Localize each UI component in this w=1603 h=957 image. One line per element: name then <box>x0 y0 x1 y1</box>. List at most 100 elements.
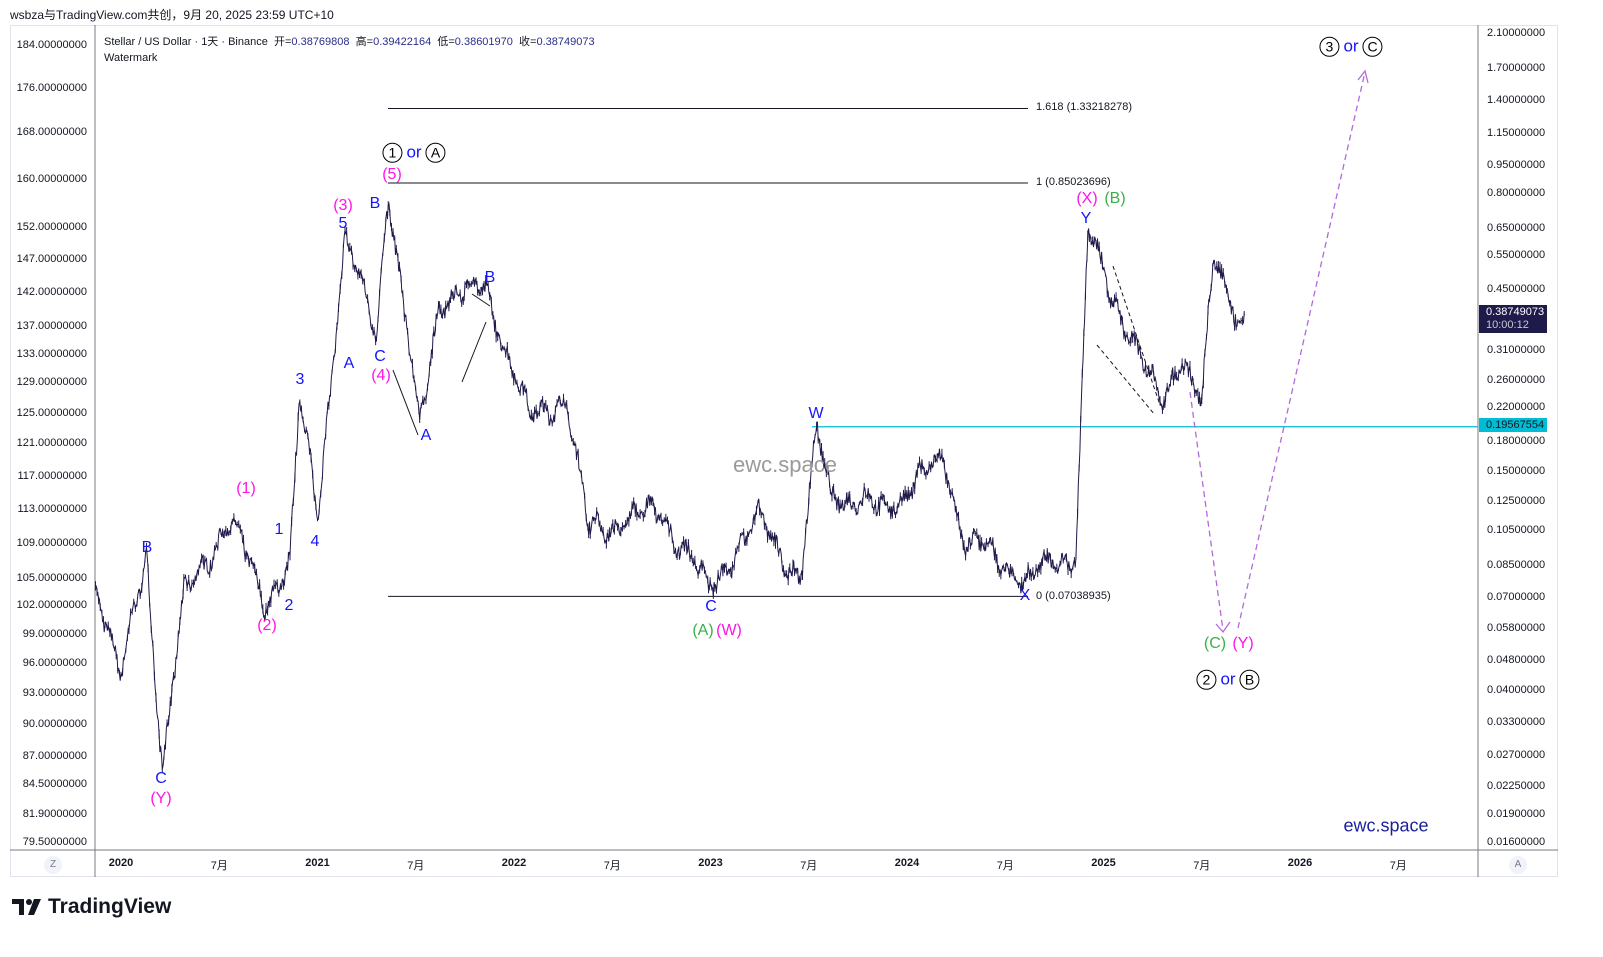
wave-label[interactable]: (5) <box>382 166 402 183</box>
wave-label[interactable]: A <box>343 355 355 372</box>
trend-line[interactable] <box>392 369 419 436</box>
time-tick: 7月 <box>603 860 621 872</box>
wave-label[interactable]: 5 <box>338 215 348 232</box>
wave-label[interactable]: C <box>374 348 386 365</box>
wave-label[interactable]: B <box>141 539 153 556</box>
wave-label[interactable]: (4) <box>371 367 391 384</box>
time-tick: 2024 <box>894 857 920 869</box>
watermark: ewc.space <box>733 452 837 477</box>
price-tick: 0.26000000 <box>1487 373 1546 386</box>
left-price-tick: 113.00000000 <box>17 503 87 515</box>
left-price-tick: 184.00000000 <box>16 39 87 51</box>
tradingview-logo[interactable]: TradingView <box>12 895 171 919</box>
price-tick: 0.03300000 <box>1487 716 1546 728</box>
wave-label[interactable]: X <box>1019 587 1031 604</box>
wave-label[interactable]: 4 <box>310 533 320 550</box>
log-scale-button-left[interactable]: Z <box>44 856 62 874</box>
circled-wave-label[interactable]: 2 or B <box>1196 669 1260 690</box>
wave-label[interactable]: (Y) <box>1232 635 1254 652</box>
attribution: wsbza与TradingView.com共创，9月 20, 2025 23:5… <box>10 8 334 22</box>
left-price-tick: 160.00000000 <box>16 173 87 185</box>
left-price-tick: 93.00000000 <box>22 687 87 699</box>
time-tick: 7月 <box>1193 860 1211 872</box>
price-tick: 1.15000000 <box>1487 126 1546 139</box>
auto-scale-button[interactable]: A <box>1509 856 1527 874</box>
circled-number: 1 <box>382 142 403 163</box>
wave-label[interactable]: W <box>808 405 824 422</box>
hline-price-tag: 0.19567554 <box>1479 418 1547 432</box>
low-label: 低= <box>437 36 455 48</box>
left-price-tick: 96.00000000 <box>22 657 87 669</box>
symbol-title[interactable]: Stellar / US Dollar · 1天 · Binance <box>104 36 268 48</box>
fib-label: 1 (0.85023696) <box>1036 176 1111 188</box>
price-tick: 0.22000000 <box>1487 401 1546 414</box>
left-price-tick: 152.00000000 <box>16 221 87 233</box>
price-tick: 0.12500000 <box>1487 495 1546 508</box>
wave-label[interactable]: (X) <box>1076 190 1098 207</box>
circled-wave-label[interactable]: 3 or C <box>1319 36 1383 57</box>
or-text: or <box>1220 669 1236 689</box>
trend-lines[interactable] <box>392 265 1161 436</box>
circled-number: 2 <box>1196 669 1217 690</box>
projection-down[interactable] <box>1189 391 1224 631</box>
wave-label[interactable]: A <box>420 427 432 444</box>
time-tick: 7月 <box>407 860 425 872</box>
wave-label[interactable]: B <box>484 269 496 286</box>
wave-label[interactable]: B <box>369 195 381 212</box>
time-tick: 2021 <box>305 857 330 869</box>
circled-letter: C <box>1362 36 1383 57</box>
left-price-tick: 133.00000000 <box>16 348 87 360</box>
fib-retracement[interactable] <box>388 108 1028 597</box>
open-value: 0.38769808 <box>291 36 350 48</box>
wedge-line[interactable] <box>1112 265 1161 406</box>
wave-label[interactable]: C <box>155 770 167 787</box>
projection-path[interactable] <box>1189 69 1369 634</box>
arrowhead-icon <box>1357 69 1369 84</box>
left-price-tick: 168.00000000 <box>16 126 87 138</box>
price-tick: 0.07000000 <box>1487 591 1546 604</box>
wave-label[interactable]: 2 <box>284 597 294 614</box>
trend-line[interactable] <box>471 293 491 307</box>
price-tick: 0.04000000 <box>1487 684 1546 697</box>
last-price-tag: 0.38749073 10:00:12 <box>1479 305 1547 333</box>
wave-label[interactable]: 1 <box>274 521 284 538</box>
projection-up[interactable] <box>1237 71 1366 629</box>
wave-label[interactable]: (C) <box>1203 635 1227 652</box>
circled-wave-label[interactable]: 1 or A <box>382 142 446 163</box>
wedge-line[interactable] <box>1096 344 1156 416</box>
time-tick: 2023 <box>698 857 723 869</box>
price-tick: 0.10500000 <box>1487 523 1546 536</box>
indicator-watermark[interactable]: Watermark <box>104 52 158 64</box>
wave-label[interactable]: (W) <box>716 622 742 639</box>
left-price-tick: 125.00000000 <box>16 407 87 419</box>
wave-label[interactable]: Y <box>1080 210 1092 227</box>
price-tick: 0.08500000 <box>1487 559 1546 572</box>
close-value: 0.38749073 <box>536 36 595 48</box>
fib-label: 0 (0.07038935) <box>1036 590 1111 602</box>
left-price-tick: 147.00000000 <box>16 253 87 265</box>
price-tick: 0.45000000 <box>1487 282 1546 295</box>
wave-label[interactable]: (2) <box>257 617 277 634</box>
fib-label: 1.618 (1.33218278) <box>1036 101 1133 113</box>
left-price-tick: 105.00000000 <box>16 572 87 584</box>
close-label: 收= <box>519 36 537 48</box>
left-price-tick: 102.00000000 <box>16 599 87 611</box>
wave-label[interactable]: C <box>705 598 717 615</box>
price-tick: 0.80000000 <box>1487 187 1546 200</box>
wave-label[interactable]: (Y) <box>150 790 172 807</box>
wave-label[interactable]: (B) <box>1104 190 1126 207</box>
wave-label[interactable]: (A) <box>692 622 714 639</box>
left-price-tick: 117.00000000 <box>17 470 87 482</box>
chart-legend: Stellar / US Dollar · 1天 · Binance 开=0.3… <box>104 34 595 66</box>
time-tick: 7月 <box>800 860 818 872</box>
time-tick: 2025 <box>1091 857 1116 869</box>
wave-label[interactable]: 3 <box>295 371 305 388</box>
wave-label[interactable]: (1) <box>236 480 256 497</box>
high-label: 高= <box>355 36 374 48</box>
or-text: or <box>1343 36 1359 56</box>
trend-line[interactable] <box>461 321 487 383</box>
low-value: 0.38601970 <box>454 36 513 48</box>
wave-label[interactable]: (3) <box>333 197 353 214</box>
left-price-tick: 87.00000000 <box>22 750 87 762</box>
